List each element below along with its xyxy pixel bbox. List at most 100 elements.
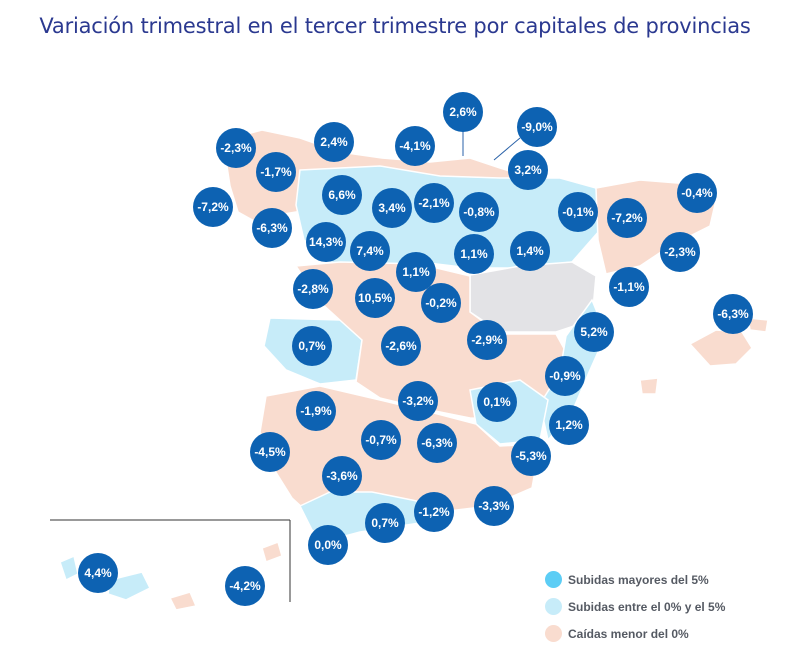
province-value: 3,2% [514,163,542,177]
province-value: -5,3% [515,449,547,463]
region-canary-lanzarote [261,541,283,563]
province-badge: 14,3% [306,222,346,262]
province-badge-circle [252,208,292,248]
province-badge: -2,9% [467,320,507,360]
province-badge: -2,3% [216,128,256,168]
province-value: 4,4% [84,566,112,580]
province-badge-circle [250,432,290,472]
province-badge-circle [296,391,336,431]
province-value: -9,0% [521,120,553,134]
province-badge: -4,5% [250,432,290,472]
province-badge: -2,6% [381,326,421,366]
province-value: -0,2% [425,296,457,310]
province-value: -6,3% [717,307,749,321]
province-badge-circle [216,128,256,168]
province-badge-circle [306,222,346,262]
province-badge-circle [443,92,483,132]
province-badge-circle [292,326,332,366]
province-value: -2,6% [385,339,417,353]
province-badge: -2,1% [414,183,454,223]
province-badge: -1,2% [414,492,454,532]
province-badge: -0,2% [421,283,461,323]
legend-label: Subidas mayores del 5% [568,572,709,587]
province-value: 5,2% [580,325,608,339]
province-badge-circle [381,326,421,366]
province-badge-circle [713,294,753,334]
province-badge: -6,3% [252,208,292,248]
map-title: Variación trimestral en el tercer trimes… [39,14,751,38]
province-value: -1,7% [260,165,292,179]
province-badge: -6,3% [417,423,457,463]
province-value: -4,5% [254,445,286,459]
province-badge-circle [467,320,507,360]
province-value: -0,9% [549,369,581,383]
province-value: 2,6% [449,105,477,119]
province-value: 0,7% [298,339,326,353]
legend-swatch [545,598,562,615]
province-badge: -3,6% [322,456,362,496]
province-value: -3,2% [402,394,434,408]
province-badge: 6,6% [322,175,362,215]
province-badge-circle [322,175,362,215]
legend-swatch [545,625,562,642]
province-badge-circle [549,405,589,445]
province-badge: 0,0% [308,525,348,565]
province-value: 0,0% [314,538,342,552]
province-badge: -7,2% [193,187,233,227]
province-badge: 7,4% [350,231,390,271]
province-badge: -4,2% [225,566,265,606]
province-badge-circle [417,423,457,463]
province-value: -7,2% [611,211,643,225]
province-value: 1,1% [460,247,488,261]
province-badge: 0,7% [292,326,332,366]
province-badge-circle [293,269,333,309]
province-badge: 0,7% [365,503,405,543]
province-badge-circle [607,198,647,238]
province-badge-circle [574,312,614,352]
province-value: 10,5% [358,291,392,305]
province-value: 2,4% [320,135,348,149]
region-ibiza [639,377,659,395]
legend-label: Subidas entre el 0% y el 5% [568,599,726,614]
province-badge-circle [421,283,461,323]
province-badge-circle [510,231,550,271]
province-value: 1,4% [516,244,544,258]
region-canary-tenerife [107,571,152,601]
province-badge: -6,3% [713,294,753,334]
legend-swatch [545,571,562,588]
province-badge-circle [395,126,435,166]
province-badge-circle [517,107,557,147]
province-badge-circle [396,252,436,292]
province-badge-circle [677,173,717,213]
province-badge-circle [511,436,551,476]
province-value: -0,4% [681,186,713,200]
legend-label: Caídas menor del 0% [568,626,689,641]
province-badge-circle [365,503,405,543]
province-badge: -1,1% [609,267,649,307]
province-value: -6,3% [256,221,288,235]
province-value: -7,2% [197,200,229,214]
province-badge: -3,2% [398,381,438,421]
province-value: -0,7% [365,433,397,447]
province-badge-circle [477,382,517,422]
province-badge-circle [545,356,585,396]
province-badge: -0,1% [558,192,598,232]
province-badge: 2,4% [314,122,354,162]
province-value: -2,3% [220,141,252,155]
province-value: -0,8% [463,205,495,219]
province-value: -3,6% [326,469,358,483]
province-badge: -9,0% [517,107,557,147]
province-badge: -0,7% [361,420,401,460]
province-value: -2,1% [418,196,450,210]
province-value: -2,8% [297,282,329,296]
province-value: 0,1% [483,395,511,409]
province-badge-circle [558,192,598,232]
province-value: -6,3% [421,436,453,450]
province-badge-circle [361,420,401,460]
province-badge-circle [660,232,700,272]
legend-item: Subidas mayores del 5% [545,571,709,588]
province-badge-circle [225,566,265,606]
province-badge-circle [78,553,118,593]
province-badge: 10,5% [355,278,395,318]
